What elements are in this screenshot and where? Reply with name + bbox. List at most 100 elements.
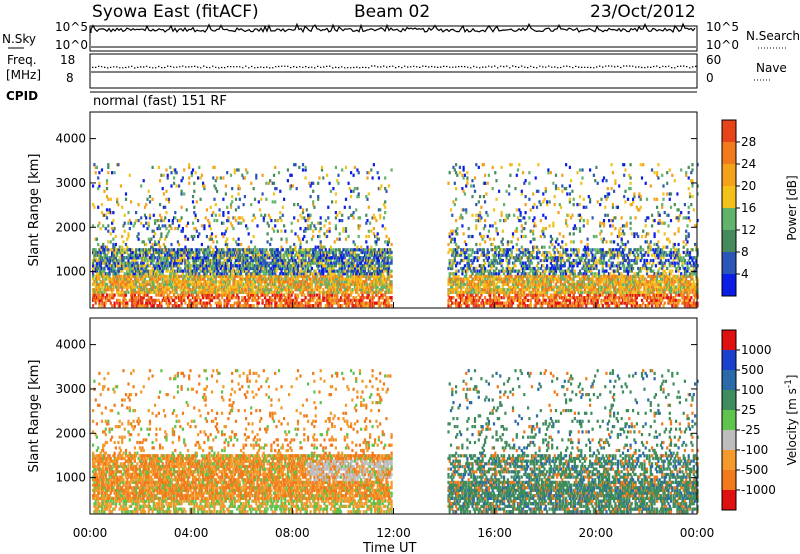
data-cell <box>482 258 485 263</box>
data-cell <box>155 250 158 255</box>
data-cell <box>339 253 343 257</box>
data-cell <box>365 253 368 257</box>
data-cell <box>481 250 484 255</box>
data-cell <box>174 280 177 284</box>
data-cell <box>205 301 208 305</box>
data-cell <box>347 304 350 308</box>
data-cell <box>358 256 362 260</box>
data-cell <box>128 282 131 286</box>
data-cell <box>265 298 268 302</box>
data-cell <box>471 248 474 252</box>
data-cell <box>384 240 387 244</box>
data-cell <box>175 171 178 175</box>
data-cell <box>284 272 287 276</box>
freq-unit-label: [MHz] <box>6 68 41 82</box>
data-cell <box>184 264 187 268</box>
data-cell <box>227 274 230 278</box>
data-cell <box>476 272 479 276</box>
data-cell <box>333 274 336 278</box>
data-cell <box>309 288 312 292</box>
data-cell <box>94 280 97 284</box>
data-cell <box>503 269 506 273</box>
data-cell <box>222 211 225 215</box>
data-cell <box>136 301 139 305</box>
data-cell <box>127 264 130 268</box>
data-cell <box>218 250 221 255</box>
data-cell <box>180 290 183 294</box>
data-cell <box>283 304 286 308</box>
data-cell <box>314 227 317 231</box>
data-cell <box>188 181 191 185</box>
data-cell <box>198 296 201 300</box>
data-cell <box>276 290 279 294</box>
data-cell <box>202 296 205 300</box>
data-cell <box>190 272 193 276</box>
data-cell <box>143 274 147 278</box>
data-cell <box>137 256 140 260</box>
data-cell <box>236 258 239 263</box>
data-cell <box>448 296 451 300</box>
data-cell <box>374 216 377 220</box>
data-cell <box>303 272 306 276</box>
data-cell <box>346 280 349 284</box>
data-cell <box>233 274 236 278</box>
data-cell <box>145 301 148 305</box>
data-cell <box>481 266 484 271</box>
data-cell <box>97 250 100 255</box>
data-cell <box>499 304 502 308</box>
data-cell <box>480 264 483 268</box>
data-cell <box>369 282 372 286</box>
data-cell <box>334 298 337 302</box>
data-cell <box>113 256 116 260</box>
data-cell <box>347 301 350 305</box>
data-cell <box>484 224 487 228</box>
data-cell <box>318 229 321 233</box>
data-cell <box>290 250 293 255</box>
data-cell <box>170 256 173 260</box>
data-cell <box>210 266 214 271</box>
data-cell <box>202 266 205 271</box>
data-cell <box>151 248 154 252</box>
data-cell <box>133 277 136 281</box>
data-cell <box>461 266 464 271</box>
data-cell <box>310 253 313 257</box>
data-cell <box>97 258 100 263</box>
data-cell <box>189 256 192 260</box>
data-cell <box>219 266 222 271</box>
data-cell <box>468 296 472 300</box>
data-cell <box>180 274 183 278</box>
data-cell <box>295 298 298 302</box>
data-cell <box>500 213 503 217</box>
data-cell <box>165 274 168 278</box>
data-cell <box>156 282 159 286</box>
data-cell <box>489 282 492 286</box>
data-cell <box>229 261 233 265</box>
data-cell <box>260 285 263 289</box>
data-cell <box>118 266 121 271</box>
data-cell <box>219 301 222 305</box>
data-cell <box>352 248 355 252</box>
data-cell <box>329 258 332 263</box>
data-cell <box>327 293 330 297</box>
data-cell <box>103 266 106 271</box>
data-cell <box>480 280 483 284</box>
data-cell <box>384 261 387 265</box>
data-cell <box>143 250 147 255</box>
data-cell <box>218 282 221 286</box>
data-cell <box>353 248 356 252</box>
data-cell <box>384 176 387 180</box>
data-cell <box>138 282 141 286</box>
data-cell <box>312 277 315 281</box>
data-cell <box>114 285 117 289</box>
data-cell <box>159 272 162 276</box>
data-cell <box>154 248 157 252</box>
data-cell <box>137 237 140 241</box>
data-cell <box>328 288 331 292</box>
data-cell <box>150 258 153 263</box>
data-cell <box>277 250 281 255</box>
data-cell <box>274 258 277 263</box>
data-cell <box>362 266 365 271</box>
data-cell <box>102 274 105 278</box>
data-cell <box>496 304 499 308</box>
data-cell <box>267 264 270 268</box>
